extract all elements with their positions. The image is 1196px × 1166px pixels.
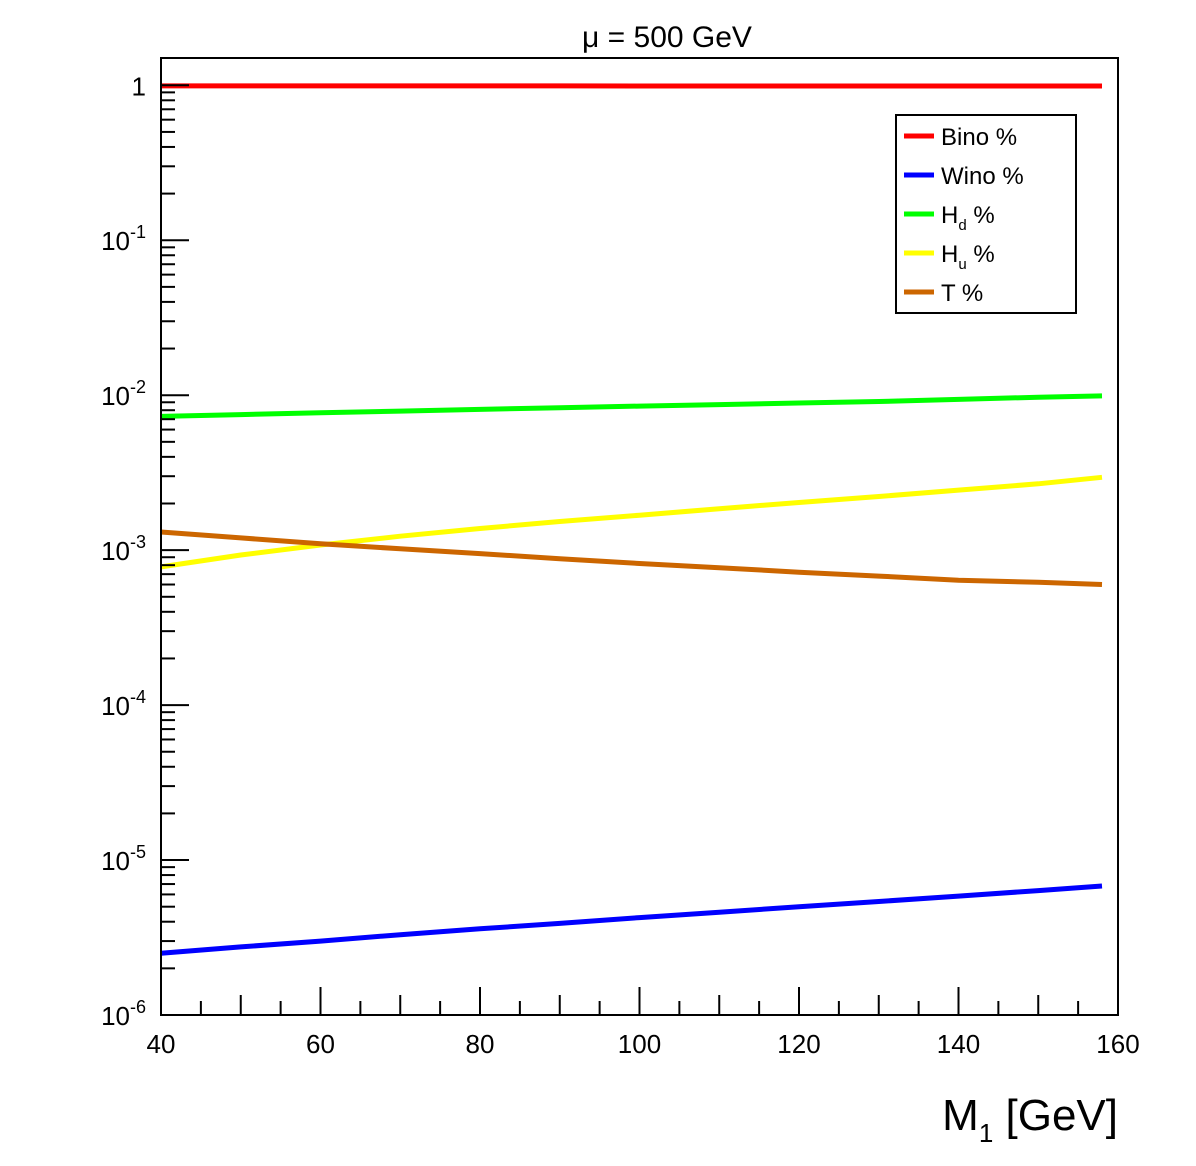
y-tick-label: 10-4 <box>101 687 146 721</box>
series-layer <box>160 83 1103 956</box>
y-tick-label: 10-5 <box>101 842 146 876</box>
x-tick-label: 140 <box>937 1029 980 1059</box>
legend-label-0: Bino % <box>941 124 1017 151</box>
y-tick-label: 1 <box>132 71 146 101</box>
x-tick-label: 40 <box>147 1029 176 1059</box>
legend-label-1: Wino % <box>941 163 1024 190</box>
series-line-1 <box>160 883 1103 956</box>
legend: Bino % Wino % Hd % Hu % T % <box>895 114 1077 314</box>
series-line-4 <box>160 529 1103 587</box>
y-tick-label: 10-6 <box>101 997 146 1031</box>
legend-label-4: T % <box>941 280 983 307</box>
y-tick-label: 10-2 <box>101 377 146 411</box>
x-tick-label: 60 <box>306 1029 335 1059</box>
series-line-2 <box>160 393 1103 419</box>
legend-label-3: Hu % <box>941 241 995 273</box>
ticks-layer: 40 60 80 100 120 140 160 10-6 10-5 10-4 10-3 10-2 10… <box>101 71 1140 1059</box>
x-tick-label: 100 <box>618 1029 661 1059</box>
y-tick-label: 10-3 <box>101 532 146 566</box>
legend-label-2: Hd % <box>941 202 995 234</box>
x-tick-label: 120 <box>777 1029 820 1059</box>
x-tick-label: 80 <box>466 1029 495 1059</box>
chart-title: μ = 500 GeV <box>582 21 752 54</box>
x-tick-label: 160 <box>1096 1029 1139 1059</box>
y-tick-label: 10-1 <box>101 222 146 256</box>
x-axis-title: M1 [GeV] <box>942 1091 1118 1148</box>
